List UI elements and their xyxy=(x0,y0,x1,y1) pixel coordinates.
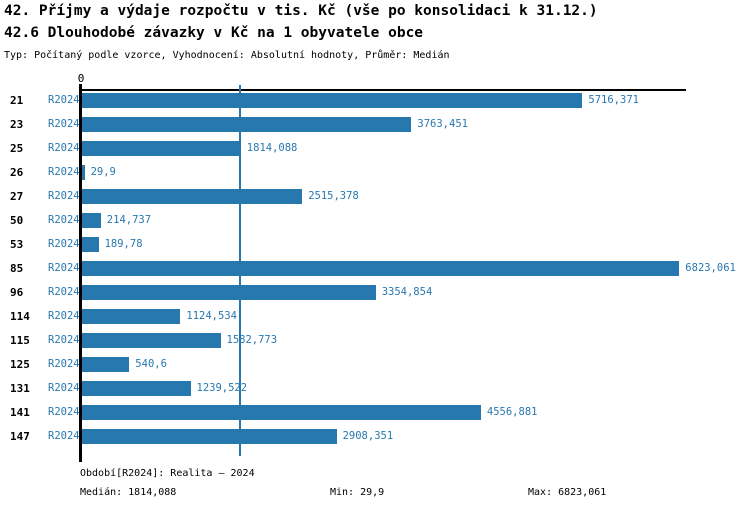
category-label: 147 xyxy=(10,430,30,443)
chart-row: 96 R2024 3354,854 xyxy=(0,285,750,300)
bar xyxy=(82,429,337,444)
bar xyxy=(82,285,376,300)
value-label: 2908,351 xyxy=(342,430,394,442)
category-label: 96 xyxy=(10,286,24,299)
category-label: 53 xyxy=(10,238,24,251)
chart-row: 125 R2024 540,6 xyxy=(0,357,750,372)
series-label: R2024 xyxy=(48,358,80,370)
series-label: R2024 xyxy=(48,142,80,154)
chart-row: 141 R2024 4556,881 xyxy=(0,405,750,420)
category-label: 85 xyxy=(10,262,24,275)
bar xyxy=(82,189,303,204)
bar xyxy=(82,117,412,132)
category-label: 131 xyxy=(10,382,30,395)
bar xyxy=(82,333,221,348)
series-label: R2024 xyxy=(48,118,80,130)
category-label: 115 xyxy=(10,334,30,347)
series-label: R2024 xyxy=(48,406,80,418)
bar xyxy=(82,141,241,156)
category-label: 141 xyxy=(10,406,30,419)
series-label: R2024 xyxy=(48,334,80,346)
value-label: 1239,522 xyxy=(196,382,248,394)
bar xyxy=(82,309,181,324)
value-label: 189,78 xyxy=(104,238,143,250)
category-label: 114 xyxy=(10,310,30,323)
median-stat: Medián: 1814,088 xyxy=(80,487,177,498)
chart-row: 147 R2024 2908,351 xyxy=(0,429,750,444)
min-stat: Min: 29,9 xyxy=(330,487,385,498)
series-label: R2024 xyxy=(48,190,80,202)
series-label: R2024 xyxy=(48,94,80,106)
series-label: R2024 xyxy=(48,166,80,178)
period-label: Období[R2024]: Realita – 2024 xyxy=(80,468,255,479)
category-label: 50 xyxy=(10,214,24,227)
bar xyxy=(82,381,191,396)
chart-row: 114 R2024 1124,534 xyxy=(0,309,750,324)
value-label: 3354,854 xyxy=(381,286,433,298)
series-label: R2024 xyxy=(48,430,80,442)
chart-row: 23 R2024 3763,451 xyxy=(0,117,750,132)
value-label: 2515,378 xyxy=(308,190,359,202)
value-label: 1582,773 xyxy=(226,334,278,346)
chart-row: 131 R2024 1239,522 xyxy=(0,381,750,396)
bar xyxy=(82,213,101,228)
bar xyxy=(82,165,85,180)
value-label: 1124,534 xyxy=(186,310,237,322)
category-label: 25 xyxy=(10,142,24,155)
chart-row: 27 R2024 2515,378 xyxy=(0,189,750,204)
category-label: 125 xyxy=(10,358,30,371)
value-label: 5716,371 xyxy=(588,94,639,106)
value-label: 1814,088 xyxy=(246,142,298,154)
chart-row: 21 R2024 5716,371 xyxy=(0,93,750,108)
plot-top-border xyxy=(79,89,686,91)
category-label: 23 xyxy=(10,118,24,131)
bar xyxy=(82,357,130,372)
category-label: 27 xyxy=(10,190,24,203)
max-stat: Max: 6823,061 xyxy=(528,487,607,498)
chart-subtitle: 42.6 Dlouhodobé závazky v Kč na 1 obyvat… xyxy=(4,25,424,41)
chart-title: 42. Příjmy a výdaje rozpočtu v tis. Kč (… xyxy=(4,3,598,19)
value-label: 29,9 xyxy=(90,166,116,178)
x-axis-zero-tick-label: 0 xyxy=(77,72,85,85)
chart-row: 25 R2024 1814,088 xyxy=(0,141,750,156)
bar xyxy=(82,237,99,252)
value-label: 540,6 xyxy=(135,358,167,370)
series-label: R2024 xyxy=(48,286,80,298)
series-label: R2024 xyxy=(48,238,80,250)
bar xyxy=(82,93,583,108)
bar xyxy=(82,405,481,420)
chart-row: 85 R2024 6823,061 xyxy=(0,261,750,276)
series-label: R2024 xyxy=(48,214,80,226)
value-label: 214,737 xyxy=(106,214,152,226)
series-label: R2024 xyxy=(48,262,80,274)
bar xyxy=(82,261,680,276)
chart-row: 53 R2024 189,78 xyxy=(0,237,750,252)
series-label: R2024 xyxy=(48,310,80,322)
chart-row: 115 R2024 1582,773 xyxy=(0,333,750,348)
value-label: 3763,451 xyxy=(417,118,468,130)
chart-meta-line: Typ: Počítaný podle vzorce, Vyhodnocení:… xyxy=(4,50,450,61)
category-label: 21 xyxy=(10,94,24,107)
y-axis-line xyxy=(79,84,82,462)
chart-row: 26 R2024 29,9 xyxy=(0,165,750,180)
category-label: 26 xyxy=(10,166,24,179)
series-label: R2024 xyxy=(48,382,80,394)
value-label: 4556,881 xyxy=(486,406,538,418)
chart-row: 50 R2024 214,737 xyxy=(0,213,750,228)
value-label: 6823,061 xyxy=(685,262,736,274)
